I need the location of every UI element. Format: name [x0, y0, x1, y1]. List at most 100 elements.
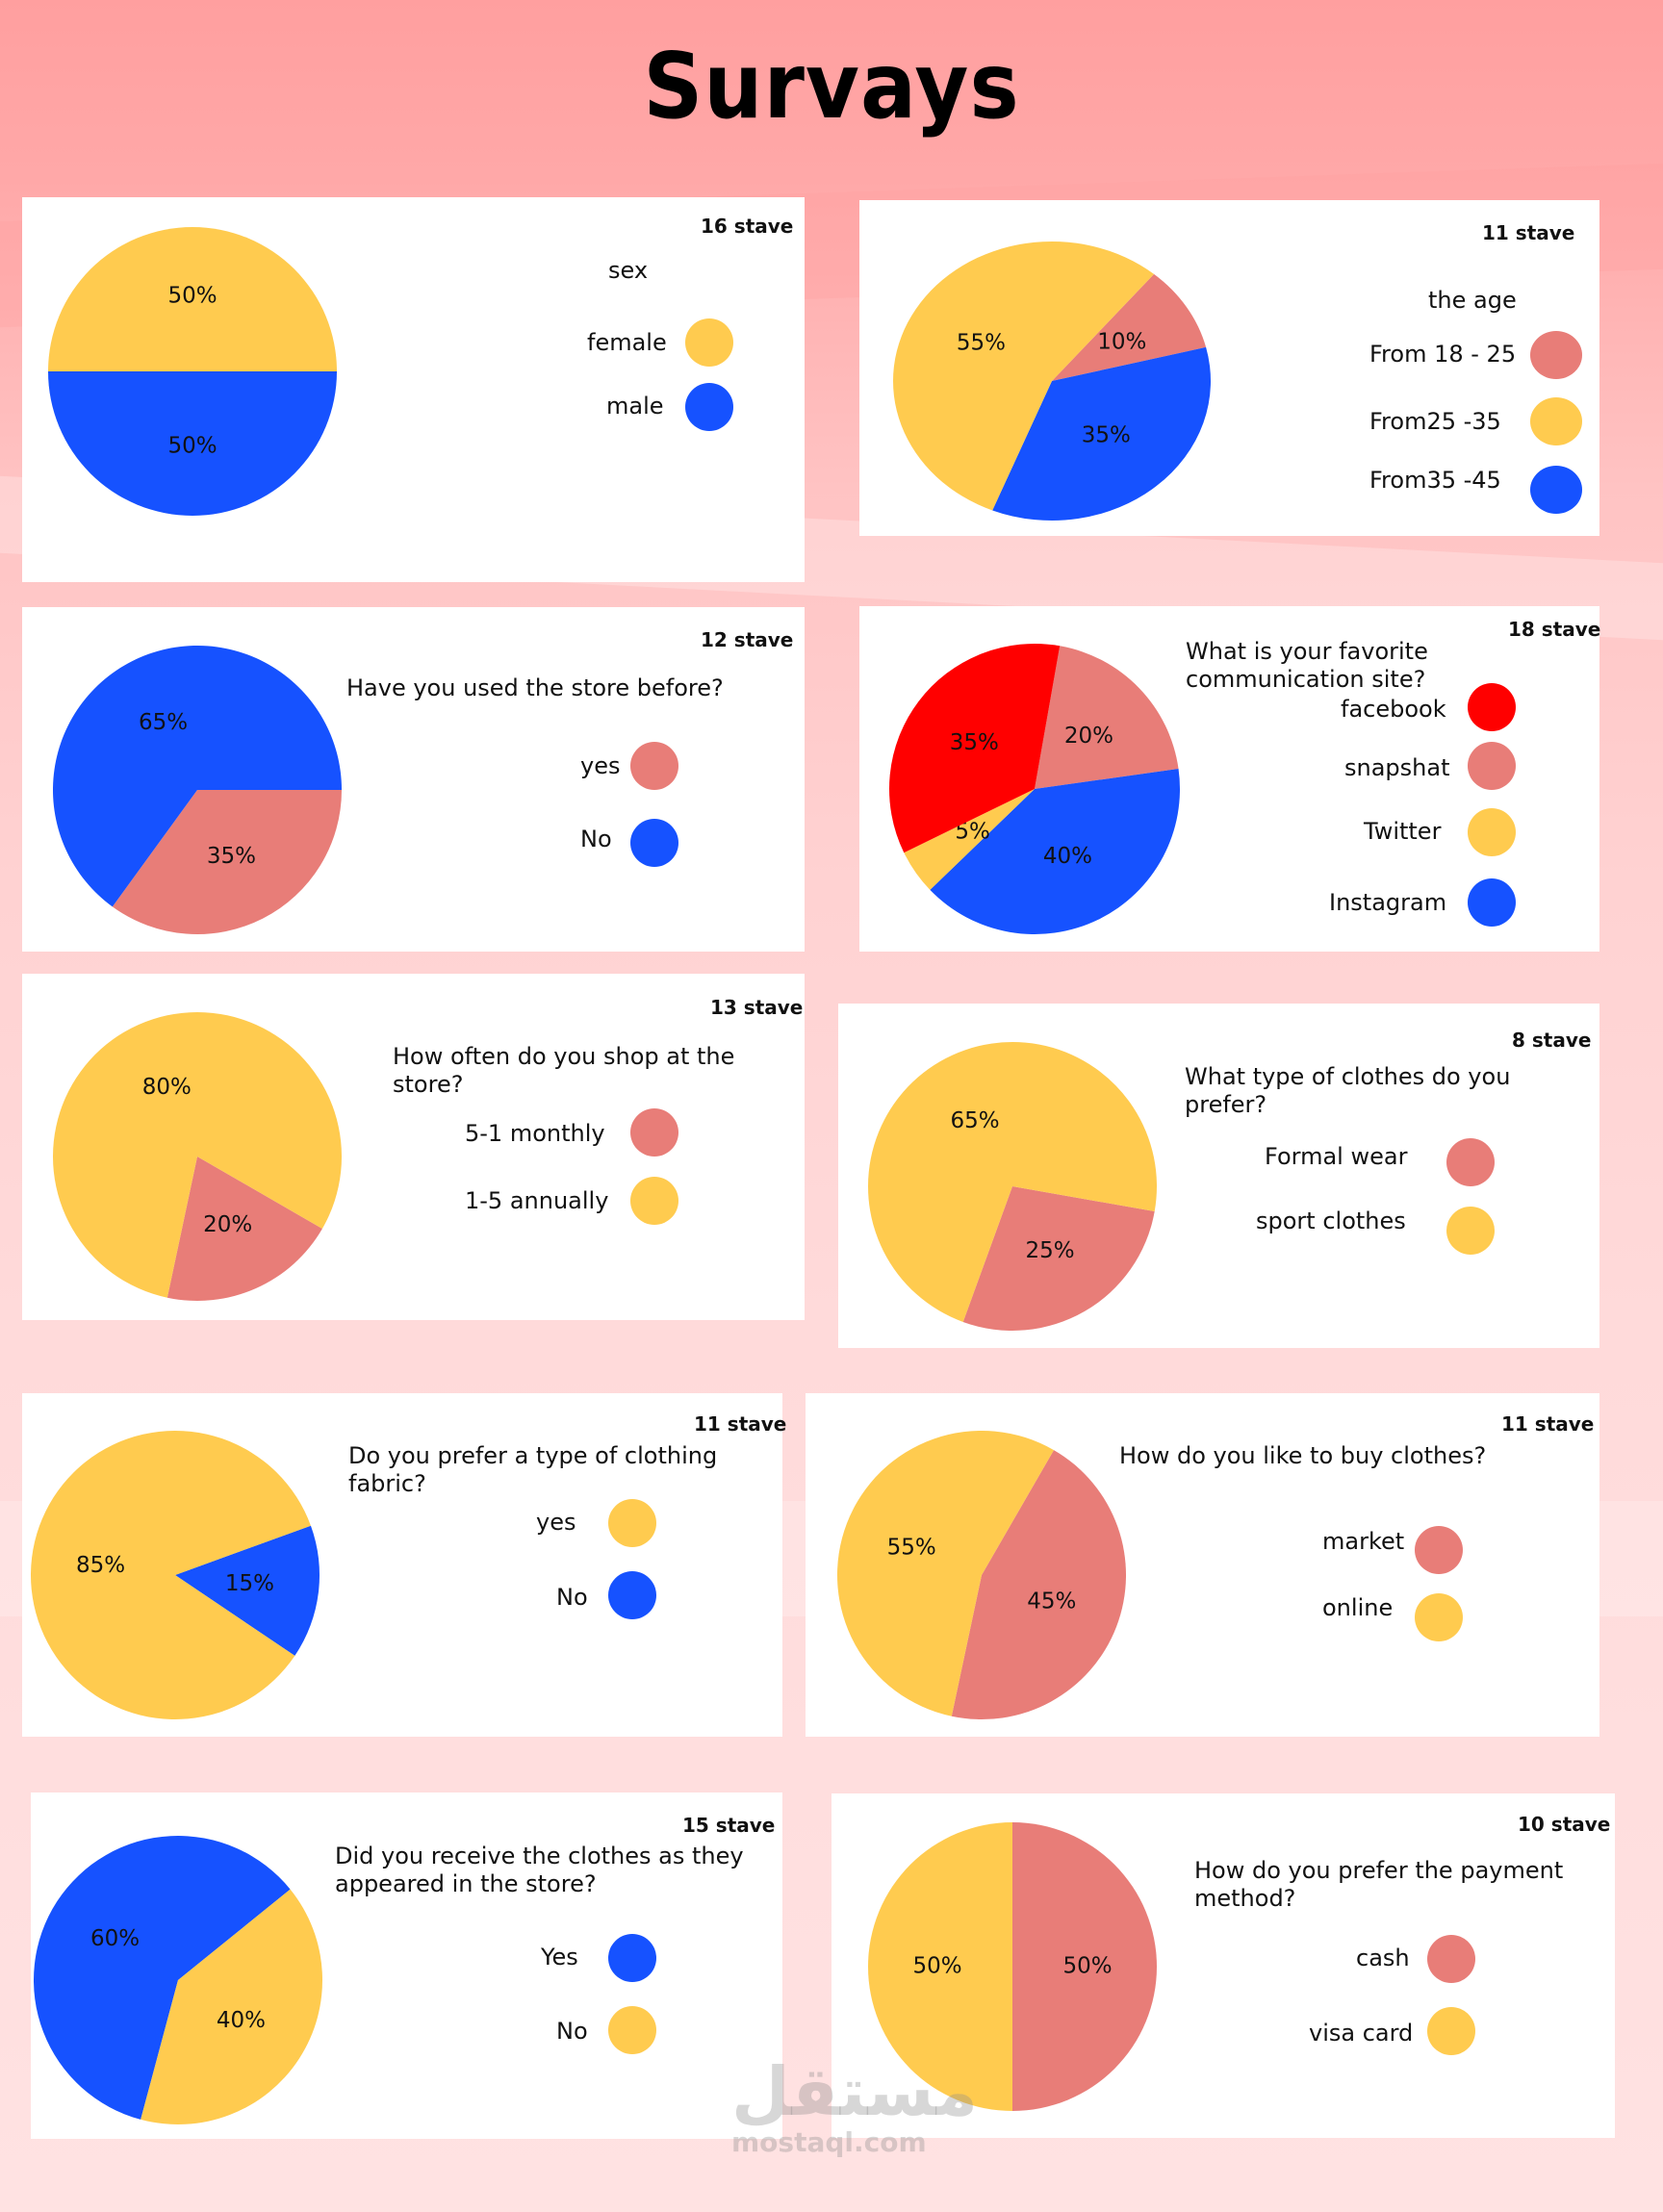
legend-swatch — [1427, 2007, 1475, 2055]
legend-swatch — [630, 1177, 678, 1225]
slice-value-label: 50% — [167, 434, 217, 459]
legend-label: Twitter — [1364, 818, 1442, 845]
legend-label: No — [556, 2018, 588, 2045]
legend-swatch — [630, 819, 678, 867]
legend-label: Formal wear — [1265, 1143, 1408, 1170]
pie-chart: 60% 40% — [34, 1836, 322, 2124]
pie-chart: 20% 80% — [52, 1012, 342, 1301]
legend-label: Instagram — [1329, 889, 1447, 916]
pie-slice-snapshat — [1035, 646, 1179, 789]
pie-chart: 45% 55% — [837, 1431, 1126, 1719]
chart-card-communication-site: 20% 40% 5% 35% 18 stave What is your favori… — [859, 606, 1601, 952]
legend-swatch — [1427, 1935, 1475, 1983]
pie-slice-from25-35 — [893, 241, 1155, 511]
chart-question: How do you prefer the payment method? — [1194, 1857, 1564, 1912]
legend-swatch — [1446, 1138, 1495, 1186]
pie-slice-market — [951, 1450, 1126, 1719]
pie-slice-formal-wear — [962, 1186, 1155, 1331]
pie-slice-sport-clothes — [868, 1042, 1157, 1322]
pie-slice-no — [175, 1525, 320, 1656]
pie-slice-male — [48, 371, 337, 516]
stave-count: 15 stave — [682, 1814, 776, 1837]
slice-value-label: 35% — [1082, 422, 1131, 447]
legend-label: online — [1322, 1594, 1394, 1621]
pie-slice-online — [837, 1431, 1054, 1716]
slice-value-label: 20% — [203, 1212, 252, 1237]
legend-label: female — [587, 329, 667, 356]
legend-label: No — [556, 1584, 588, 1611]
slice-value-label: 45% — [1027, 1589, 1076, 1614]
slice-value-label: 40% — [217, 2008, 266, 2033]
legend-label: visa card — [1309, 2020, 1414, 2047]
slice-value-label: 35% — [950, 730, 999, 755]
stave-count: 13 stave — [710, 996, 804, 1019]
stave-count: 18 stave — [1508, 618, 1601, 641]
pie-chart: 20%40%5%35% — [889, 644, 1180, 934]
legend-label: No — [580, 826, 612, 852]
pie-chart: 50% 50% — [868, 1822, 1157, 2111]
legend-label: Yes — [541, 1944, 578, 1970]
legend-swatch — [608, 1934, 656, 1982]
pie-chart: 25% 65% — [868, 1042, 1157, 1331]
chart-question: Do you prefer a type of clothing fabric? — [348, 1442, 718, 1497]
legend-label: From35 -45 — [1369, 467, 1501, 494]
chart-card-shop-frequency: 20% 80% 13 stave How often do you shop at… — [22, 974, 805, 1320]
chart-card-payment: 50% 50% 10 stave How do you prefer the pa… — [832, 1793, 1615, 2138]
legend-swatch — [1446, 1207, 1495, 1255]
stave-count: 11 stave — [1482, 221, 1575, 244]
slice-value-label: 40% — [1043, 844, 1092, 869]
legend-swatch — [1415, 1526, 1463, 1574]
stave-count: 8 stave — [1512, 1029, 1592, 1052]
chart-card-used-store: 35% 65% 12 stave Have you used the store … — [22, 607, 805, 952]
chart-question: Did you receive the clothes as they appe… — [335, 1843, 744, 1897]
pie-slice-visa-card — [868, 1822, 1012, 2111]
pie-chart: 15% 85% — [31, 1431, 320, 1719]
pie-slice-twitter — [904, 789, 1035, 890]
chart-question: Have you used the store before? — [346, 674, 724, 701]
pie-slice-5-1-monthly — [166, 1157, 322, 1301]
pie-chart: 35% 65% — [52, 646, 343, 934]
pie-slice-no — [52, 646, 343, 907]
slice-value-label: 20% — [1064, 724, 1113, 749]
legend-label: sport clothes — [1256, 1208, 1406, 1234]
legend-swatch — [1468, 878, 1516, 927]
pie-slice-instagram — [930, 768, 1180, 934]
legend-swatch — [1468, 742, 1516, 790]
legend-swatch — [1415, 1593, 1463, 1641]
legend-label: From 18 - 25 — [1369, 341, 1517, 368]
slice-value-label: 65% — [950, 1108, 999, 1133]
watermark-logo: مستقل mostaql.com — [731, 2052, 979, 2158]
legend-swatch — [1468, 683, 1516, 731]
slice-value-label: 55% — [957, 331, 1006, 356]
legend-label: yes — [580, 752, 621, 779]
slice-value-label: 65% — [139, 710, 188, 735]
pie-slice-facebook — [889, 644, 1061, 853]
slice-value-label: 50% — [1062, 1954, 1112, 1979]
legend-label: yes — [536, 1509, 576, 1536]
chart-question: the age — [1428, 287, 1517, 314]
legend-swatch — [685, 383, 733, 431]
legend-label: cash — [1356, 1945, 1410, 1971]
chart-card-received-clothes: 60% 40% 15 stave Did you receive the clot… — [31, 1792, 782, 2139]
legend-swatch — [630, 742, 678, 790]
chart-question: How often do you shop at the store? — [393, 1043, 735, 1098]
pie-slice-cash — [1012, 1822, 1157, 2111]
slice-value-label: 55% — [887, 1536, 936, 1561]
chart-card-fabric: 15% 85% 11 stave Do you prefer a type of … — [22, 1393, 786, 1737]
legend-swatch — [608, 1499, 656, 1547]
chart-card-buy-clothes: 45% 55% 11 stave How do you like to buy c… — [806, 1393, 1599, 1737]
slice-value-label: 50% — [167, 284, 217, 309]
chart-question: How do you like to buy clothes? — [1119, 1442, 1487, 1469]
watermark-arabic: مستقل — [731, 2052, 979, 2131]
legend-label: 1-5 annually — [465, 1187, 609, 1214]
slice-value-label: 25% — [1025, 1238, 1074, 1263]
slice-value-label: 15% — [225, 1571, 274, 1596]
legend-swatch — [608, 2006, 656, 2054]
pie-chart: 50% 50% — [48, 227, 337, 516]
legend-label: 5-1 monthly — [465, 1120, 605, 1147]
chart-card-clothes-type: 25% 65% 8 stave What type of clothes do y… — [838, 1004, 1599, 1348]
pie-slice-yes — [34, 1836, 291, 2120]
legend-swatch — [1530, 466, 1582, 514]
pie-slice-yes — [31, 1431, 311, 1719]
chart-question: sex — [608, 257, 649, 284]
